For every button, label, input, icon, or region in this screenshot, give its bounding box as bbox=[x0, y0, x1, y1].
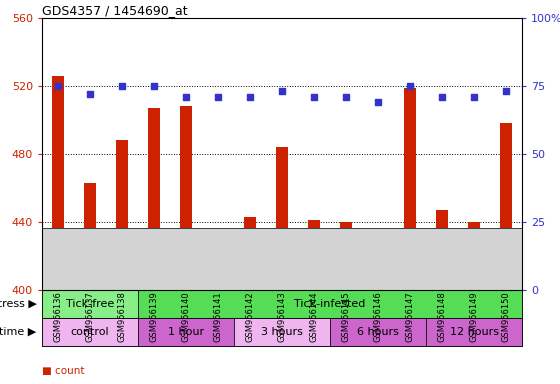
Point bbox=[181, 94, 190, 100]
Point bbox=[502, 88, 511, 94]
Bar bbox=[276, 147, 288, 290]
Bar bbox=[212, 236, 225, 290]
Bar bbox=[42, 318, 138, 346]
Text: 6 hours: 6 hours bbox=[357, 327, 399, 337]
Point bbox=[245, 94, 254, 100]
Point bbox=[150, 83, 158, 89]
Bar bbox=[138, 290, 522, 318]
Point bbox=[213, 94, 222, 100]
Point bbox=[374, 99, 382, 105]
Text: time ▶: time ▶ bbox=[0, 327, 36, 337]
Point bbox=[405, 83, 414, 89]
Text: control: control bbox=[71, 327, 109, 337]
Bar bbox=[307, 220, 320, 290]
Text: stress ▶: stress ▶ bbox=[0, 299, 36, 309]
Bar bbox=[244, 217, 256, 290]
Text: 3 hours: 3 hours bbox=[261, 327, 303, 337]
Bar bbox=[138, 318, 234, 346]
Point bbox=[310, 94, 319, 100]
Text: Tick-infested: Tick-infested bbox=[295, 299, 366, 309]
Bar bbox=[404, 88, 417, 290]
Point bbox=[342, 94, 351, 100]
Point bbox=[437, 94, 446, 100]
Point bbox=[54, 83, 63, 89]
Bar bbox=[52, 76, 64, 290]
Bar bbox=[115, 141, 128, 290]
Text: ■ count: ■ count bbox=[42, 366, 85, 376]
Bar bbox=[426, 318, 522, 346]
Text: GDS4357 / 1454690_at: GDS4357 / 1454690_at bbox=[42, 4, 188, 17]
Point bbox=[469, 94, 478, 100]
Bar bbox=[500, 123, 512, 290]
Text: 12 hours: 12 hours bbox=[450, 327, 498, 337]
Bar bbox=[436, 210, 449, 290]
Bar bbox=[42, 290, 138, 318]
Bar bbox=[468, 222, 480, 290]
Bar bbox=[83, 183, 96, 290]
Bar bbox=[330, 318, 426, 346]
Bar bbox=[148, 108, 160, 290]
Bar bbox=[234, 318, 330, 346]
Point bbox=[278, 88, 287, 94]
Point bbox=[86, 91, 95, 97]
Bar bbox=[339, 222, 352, 290]
Text: Tick-free: Tick-free bbox=[66, 299, 114, 309]
Text: 1 hour: 1 hour bbox=[168, 327, 204, 337]
Point bbox=[118, 83, 127, 89]
Bar bbox=[372, 285, 384, 290]
Bar bbox=[180, 106, 193, 290]
